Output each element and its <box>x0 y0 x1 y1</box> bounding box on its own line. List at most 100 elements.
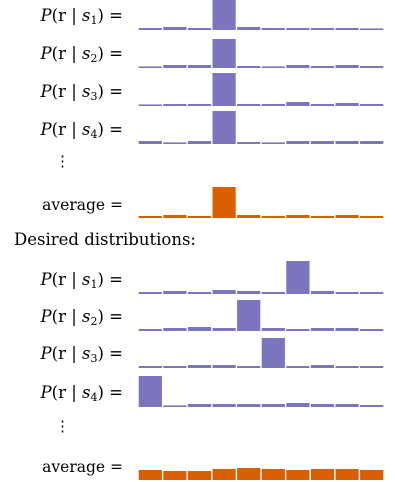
bar <box>261 469 285 480</box>
bar <box>360 292 384 294</box>
label-suffix: ) = <box>97 307 123 326</box>
label-variable: s <box>82 270 91 289</box>
bar <box>187 65 212 68</box>
row-label: P(r | s4) = <box>41 384 123 403</box>
bar <box>187 141 212 144</box>
average-label: average = <box>42 196 123 214</box>
bar <box>310 469 335 480</box>
row-label: P(r | s1) = <box>41 6 123 27</box>
desired-conditional-bars <box>138 261 384 294</box>
row-label: P(r | s4) = <box>41 120 123 141</box>
bar <box>310 216 335 218</box>
bar <box>163 65 187 68</box>
bar <box>237 66 261 68</box>
desired-row-1: P(r | s1) = <box>0 256 395 294</box>
bar <box>138 104 162 106</box>
desired-conditional-bars <box>138 338 384 368</box>
current-row-4: P(r | s4) = <box>0 106 395 144</box>
bar <box>261 104 285 106</box>
label-variable: s <box>82 6 91 25</box>
bar <box>163 328 187 331</box>
desired-conditional-bars <box>138 376 384 407</box>
bar <box>212 404 236 407</box>
bar <box>360 405 384 407</box>
bar <box>212 187 236 218</box>
bar <box>138 141 162 144</box>
row-label: P(r | s3) = <box>40 344 123 365</box>
bar <box>138 376 162 407</box>
desired-row-4: P(r | s4) = <box>0 369 395 407</box>
bar <box>310 104 335 106</box>
section-heading: Desired distributions: <box>14 230 196 249</box>
bar <box>212 39 236 68</box>
bar <box>261 338 285 368</box>
bar <box>310 328 335 331</box>
label-variable: s <box>82 44 91 63</box>
label-prefix: P(r | <box>40 44 83 63</box>
bar <box>310 66 335 68</box>
label-suffix: ) = <box>97 270 123 289</box>
label-variable: s <box>82 82 91 101</box>
bar <box>360 470 384 480</box>
bar <box>163 366 187 368</box>
bar <box>335 65 359 68</box>
current-conditional-bars <box>138 73 384 106</box>
label-suffix: ) = <box>97 120 123 139</box>
label-prefix: P(r | <box>40 344 83 363</box>
label-subscript: 2 <box>90 52 98 65</box>
bar <box>163 291 187 294</box>
bar <box>261 66 285 68</box>
bar <box>261 404 285 407</box>
row-label: P(r | s3) = <box>40 82 123 103</box>
label-prefix: P(r | <box>40 270 83 289</box>
bar <box>187 404 212 407</box>
row-label: P(r | s2) = <box>40 307 123 328</box>
bar <box>212 73 236 106</box>
bar <box>237 104 261 106</box>
label-subscript: 4 <box>90 128 98 141</box>
bar <box>163 142 187 144</box>
desired-conditional-bars <box>138 300 384 331</box>
bar <box>237 215 261 218</box>
bar <box>212 290 236 294</box>
bar <box>187 471 212 480</box>
bar <box>163 104 187 106</box>
desired-row-6: average = <box>0 442 395 480</box>
bar <box>286 403 310 407</box>
label-subscript: 1 <box>90 278 98 291</box>
current-average-bars <box>138 187 384 218</box>
bar <box>212 0 236 30</box>
bar <box>360 141 384 144</box>
bar <box>163 471 187 480</box>
label-subscript: 3 <box>90 352 98 365</box>
label-prefix: P(r | <box>40 82 83 101</box>
bar <box>138 470 162 480</box>
current-row-6: average = <box>0 180 395 218</box>
bar <box>237 404 261 407</box>
label-subscript: 1 <box>90 14 98 27</box>
label-suffix: ) = <box>97 344 123 363</box>
bar <box>286 215 310 218</box>
bar <box>310 365 335 368</box>
bar <box>335 215 359 218</box>
bar <box>360 329 384 331</box>
bar <box>360 366 384 368</box>
bar <box>310 291 335 294</box>
label-suffix: ) = <box>97 82 123 101</box>
bar <box>237 468 261 480</box>
current-conditional-bars <box>138 39 384 68</box>
bar <box>163 405 187 407</box>
label-subscript: 3 <box>90 90 98 103</box>
bar <box>187 28 212 30</box>
bar <box>237 291 261 294</box>
current-conditional-bars <box>138 0 384 30</box>
label-suffix: ) = <box>97 44 123 63</box>
label-subscript: 2 <box>90 315 98 328</box>
bar <box>212 469 236 480</box>
label-prefix: P(r | <box>40 307 83 326</box>
bar <box>261 216 285 218</box>
bar <box>212 111 236 144</box>
average-label: average = <box>42 458 123 476</box>
ellipsis-label: ⋮ <box>55 417 70 435</box>
